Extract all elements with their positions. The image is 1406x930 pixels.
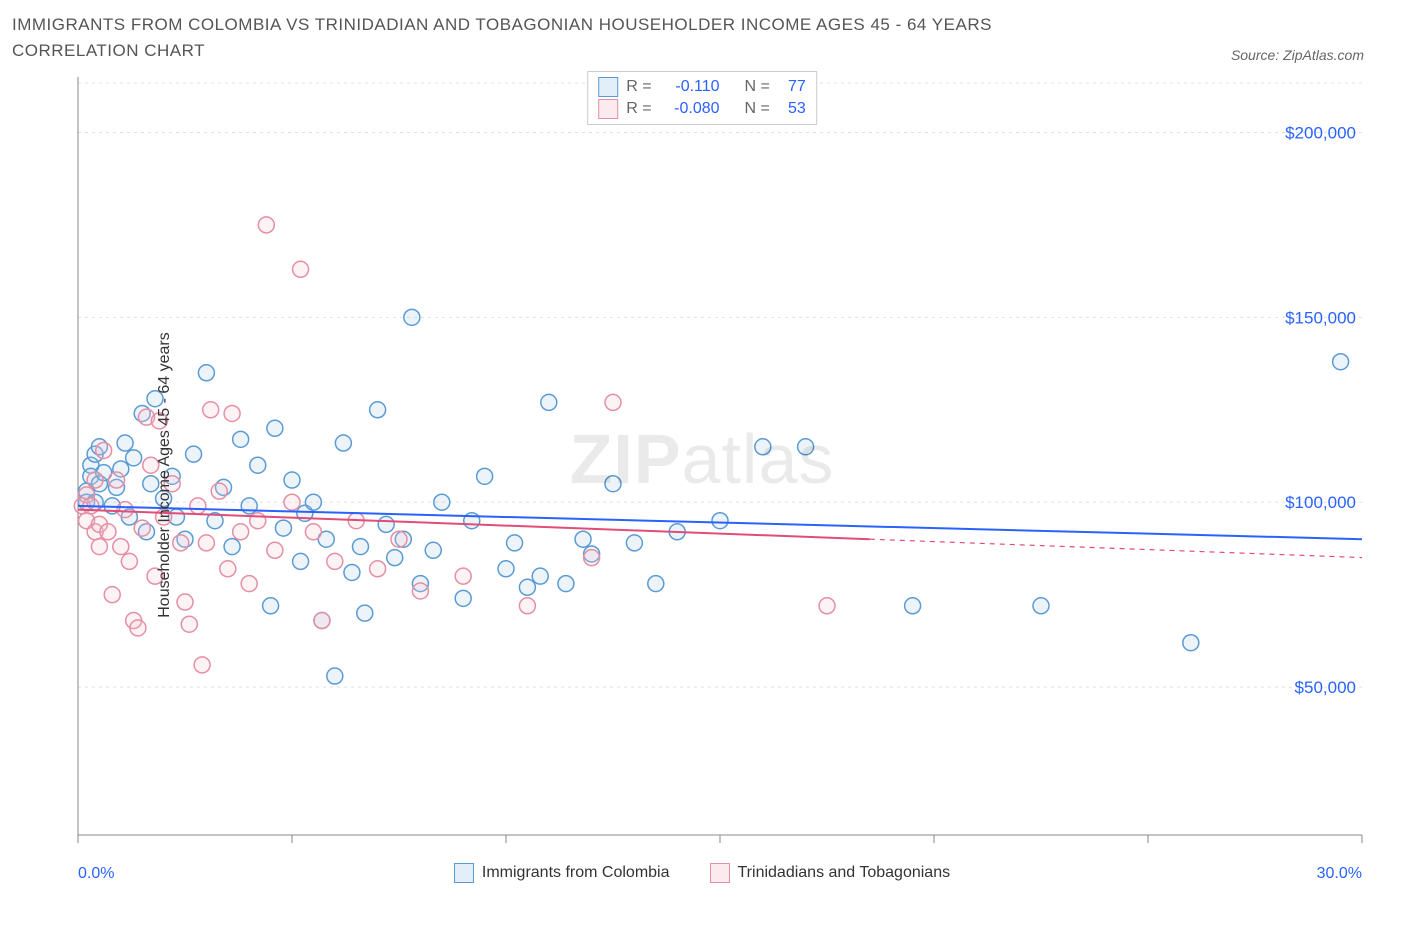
svg-text:$100,000: $100,000 bbox=[1285, 493, 1356, 512]
legend-n-label: N = bbox=[744, 78, 769, 96]
header-row: IMMIGRANTS FROM COLOMBIA VS TRINIDADIAN … bbox=[12, 12, 1394, 63]
legend-n-value: 53 bbox=[778, 100, 806, 118]
legend-n-value: 77 bbox=[778, 78, 806, 96]
svg-text:$150,000: $150,000 bbox=[1285, 308, 1356, 327]
chart-container: IMMIGRANTS FROM COLOMBIA VS TRINIDADIAN … bbox=[12, 12, 1394, 918]
legend-n-label: N = bbox=[744, 100, 769, 118]
legend-swatch bbox=[598, 99, 618, 119]
source-label: Source: ZipAtlas.com bbox=[1231, 47, 1364, 63]
x-axis-min-label: 0.0% bbox=[78, 865, 114, 883]
x-axis-max-label: 30.0% bbox=[1317, 865, 1362, 883]
series-legend-item: Trinidadians and Tobagonians bbox=[710, 863, 951, 883]
scatter-plot-svg: $50,000 $100,000 $150,000 $200,000 bbox=[32, 71, 1372, 871]
svg-text:$50,000: $50,000 bbox=[1295, 678, 1356, 697]
y-axis-title: Householder Income Ages 45 - 64 years bbox=[156, 332, 174, 618]
stats-legend-row: R = -0.110 N = 77 bbox=[598, 76, 806, 98]
stats-legend-box: R = -0.110 N = 77 R = -0.080 N = 53 bbox=[587, 71, 817, 125]
series-legend-label: Trinidadians and Tobagonians bbox=[738, 864, 951, 882]
legend-r-label: R = bbox=[626, 78, 651, 96]
legend-r-value: -0.080 bbox=[660, 100, 720, 118]
legend-r-label: R = bbox=[626, 100, 651, 118]
legend-swatch bbox=[454, 863, 474, 883]
legend-swatch bbox=[598, 77, 618, 97]
series-legend-label: Immigrants from Colombia bbox=[482, 864, 670, 882]
series-legend-item: Immigrants from Colombia bbox=[454, 863, 670, 883]
svg-text:$200,000: $200,000 bbox=[1285, 123, 1356, 142]
legend-swatch bbox=[710, 863, 730, 883]
series-legend: Immigrants from Colombia Trinidadians and… bbox=[32, 863, 1372, 883]
stats-legend-row: R = -0.080 N = 53 bbox=[598, 98, 806, 120]
plot-area: Householder Income Ages 45 - 64 years $5… bbox=[32, 71, 1372, 879]
legend-r-value: -0.110 bbox=[660, 78, 720, 96]
chart-title: IMMIGRANTS FROM COLOMBIA VS TRINIDADIAN … bbox=[12, 12, 1112, 63]
